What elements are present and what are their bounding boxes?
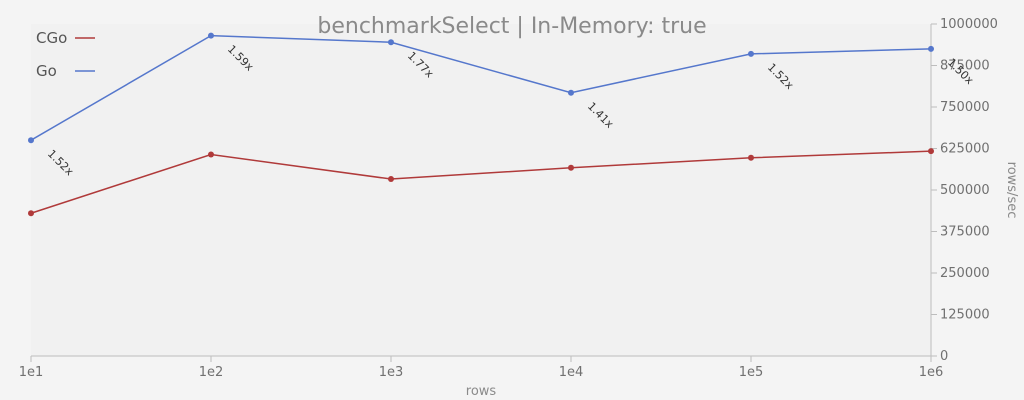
x-tick-label: 1e6	[919, 365, 944, 380]
legend: CGo Go	[36, 29, 95, 80]
y-tick-label: 125000	[940, 308, 990, 323]
y-tick-label: 875000	[940, 59, 990, 74]
data-point-go	[388, 39, 394, 46]
data-point-cgo	[208, 151, 214, 158]
y-tick-label: 0	[940, 349, 948, 364]
legend-label: Go	[36, 62, 57, 80]
x-tick-label: 1e5	[739, 365, 764, 380]
y-tick-label: 625000	[940, 142, 990, 157]
data-point-go	[568, 89, 574, 96]
data-point-cgo	[388, 176, 394, 183]
legend-item-go: Go	[36, 62, 95, 80]
data-point-cgo	[928, 148, 934, 155]
y-tick-label: 750000	[940, 100, 990, 115]
legend-item-cgo: CGo	[36, 29, 95, 47]
x-tick-label: 1e2	[199, 365, 224, 380]
data-point-cgo	[568, 164, 574, 171]
x-axis-label: rows	[466, 384, 497, 399]
data-point-go	[208, 32, 214, 39]
x-tick-label: 1e1	[19, 365, 44, 380]
x-tick-label: 1e4	[559, 365, 584, 380]
y-tick-label: 250000	[940, 266, 990, 281]
plot-background	[31, 24, 931, 356]
x-tick-label: 1e3	[379, 365, 404, 380]
data-point-go	[28, 137, 34, 144]
data-point-go	[928, 45, 934, 52]
y-tick-label: 500000	[940, 183, 990, 198]
data-point-go	[748, 50, 754, 57]
y-axis-label: rows/sec	[1004, 162, 1019, 219]
y-tick-label: 375000	[940, 225, 990, 240]
chart-title: benchmarkSelect | In-Memory: true	[317, 14, 706, 39]
series-line-cgo	[30, 150, 932, 214]
series-group	[28, 32, 934, 217]
data-point-cgo	[28, 210, 34, 217]
data-point-cgo	[748, 154, 754, 161]
y-tick-label: 1000000	[940, 17, 998, 32]
legend-label: CGo	[36, 29, 67, 47]
series-line-go	[30, 34, 932, 141]
